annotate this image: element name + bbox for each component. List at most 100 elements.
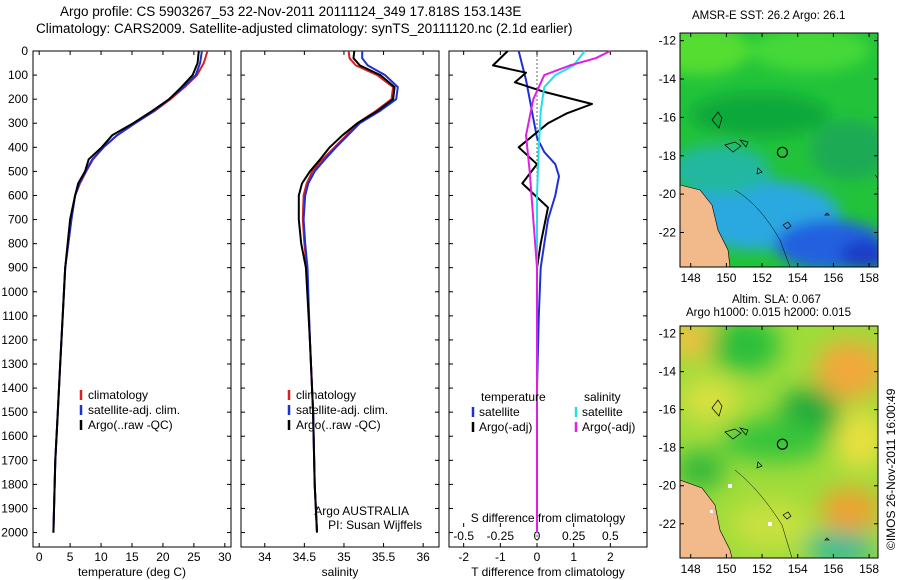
legend-label: Argo(-adj) <box>479 420 532 434</box>
x-tick-label: 1 <box>570 550 577 564</box>
x-tick-label: 2 <box>607 550 614 564</box>
legend-label: satellite-adj. clim. <box>296 403 388 417</box>
legend-label: satellite <box>582 405 623 419</box>
legend-label: climatology <box>88 388 148 402</box>
x-axis-label: temperature (deg C) <box>78 565 186 579</box>
sla-white-marker <box>768 522 772 526</box>
salinity-axes-frame <box>240 50 440 548</box>
x-axis-label: T difference from climatology <box>471 565 625 579</box>
y-tick-label: 600 <box>8 188 28 202</box>
x-tick-label: -2 <box>458 550 469 564</box>
map-x-tick-label: 154 <box>788 271 808 285</box>
sla-reefs <box>711 399 830 541</box>
x-tick-label: 34.5 <box>293 550 317 564</box>
y-tick-label: 1600 <box>1 429 28 443</box>
sst-argo-position-marker <box>776 146 789 158</box>
map-x-tick-label: 148 <box>681 562 701 576</box>
x-tick-label: 10 <box>94 550 108 564</box>
map-y-tick-label: -14 <box>659 365 677 379</box>
series-line-s-argo-adj- <box>525 50 611 533</box>
map-x-tick-label: 150 <box>716 271 736 285</box>
s-tick-label: 0.25 <box>562 529 586 543</box>
x-tick-label: 0 <box>36 550 43 564</box>
y-tick-label: 1400 <box>1 381 28 395</box>
y-tick-label: 900 <box>8 261 28 275</box>
series-line-t-satellite <box>517 50 560 533</box>
x-tick-label: 0 <box>534 550 541 564</box>
map-y-tick-label: -14 <box>659 72 677 86</box>
map-y-tick-label: -20 <box>659 187 677 201</box>
difference-axes-frame <box>448 50 648 548</box>
sst-reefs <box>711 111 830 230</box>
x-tick-label: 34 <box>258 550 272 564</box>
y-tick-label: 1500 <box>1 405 28 419</box>
legend-label: Argo(..raw -QC) <box>296 418 381 432</box>
x-tick-label: 25 <box>187 550 201 564</box>
legend-label: climatology <box>296 388 356 402</box>
series-line-argo-raw-qc- <box>297 50 396 533</box>
sst-map: 148 150 152 154 156 158 -12 -14 -16 -18 -20 -22 <box>659 32 879 285</box>
s-tick-label: 0 <box>534 529 541 543</box>
sla-bathymetry-line <box>734 469 793 558</box>
map-y-tick-label: -22 <box>659 517 677 531</box>
sla-map-title-line2: Argo h1000: 0.015 h2000: 0.015 <box>686 307 851 319</box>
profile-annotation: Argo AUSTRALIA <box>314 504 409 518</box>
y-tick-label: 1000 <box>1 285 28 299</box>
map-y-tick-label: -20 <box>659 479 677 493</box>
sst-map-title: AMSR-E SST: 26.2 Argo: 26.1 <box>692 10 846 22</box>
y-tick-label: 2000 <box>1 526 28 540</box>
legend-title-salinity: salinity <box>584 390 621 404</box>
sla-field <box>680 326 878 558</box>
map-y-tick-label: -16 <box>659 110 677 124</box>
x-tick-label: 30 <box>218 550 232 564</box>
y-tick-label: 1900 <box>1 501 28 515</box>
map-x-tick-label: 158 <box>859 271 879 285</box>
y-tick-label: 1700 <box>1 453 28 467</box>
map-x-tick-label: 156 <box>823 562 843 576</box>
map-y-tick-label: -18 <box>659 441 677 455</box>
y-tick-label: 100 <box>8 68 28 82</box>
y-tick-label: 800 <box>8 237 28 251</box>
s-tick-label: -0.25 <box>487 529 515 543</box>
map-x-tick-label: 152 <box>752 271 772 285</box>
y-tick-label: 700 <box>8 213 28 227</box>
x-axis-label: salinity <box>322 565 359 579</box>
sla-map-title-line1: Altim. SLA: 0.067 <box>732 294 821 306</box>
y-tick-label: 500 <box>8 164 28 178</box>
salinity-profile-panel: 34 34.5 35 35.5 36 salinity climatologysatelli… <box>240 50 440 579</box>
sla-white-marker <box>710 510 713 513</box>
map-x-tick-label: 154 <box>788 562 808 576</box>
map-x-tick-label: 150 <box>716 562 736 576</box>
legend-title-temperature: temperature <box>481 390 546 404</box>
y-tick-label: 0 <box>21 44 28 58</box>
y-tick-label: 1300 <box>1 357 28 371</box>
y-tick-label: 1800 <box>1 477 28 491</box>
sst-coastline-land <box>680 184 731 267</box>
y-tick-label: 1200 <box>1 333 28 347</box>
y-tick-label: 1100 <box>2 309 28 323</box>
x-tick-label: 36 <box>416 550 430 564</box>
legend-label: satellite-adj. clim. <box>88 403 180 417</box>
sla-argo-position-marker <box>776 438 789 450</box>
map-y-tick-label: -16 <box>659 403 677 417</box>
legend-label: satellite <box>479 405 520 419</box>
sst-field <box>680 33 878 267</box>
map-x-tick-label: 158 <box>859 562 879 576</box>
legend-label: Argo(-adj) <box>582 420 635 434</box>
x-tick-label: 5 <box>67 550 74 564</box>
x-tick-label: -1 <box>495 550 506 564</box>
sla-coastline-land <box>680 479 733 558</box>
difference-profile-panel: -2 -1 0 1 2T difference from climatology -0.5… <box>448 50 648 579</box>
legend-label: Argo(..raw -QC) <box>88 418 173 432</box>
sla-white-marker <box>728 484 732 488</box>
map-y-tick-label: -12 <box>659 34 677 48</box>
map-x-tick-label: 148 <box>681 271 701 285</box>
x-tick-label: 20 <box>156 550 170 564</box>
s-tick-label: -0.5 <box>453 529 474 543</box>
map-x-tick-label: 156 <box>823 271 843 285</box>
sla-map-frame <box>679 325 879 559</box>
figure-title-line1: Argo profile: CS 5903267_53 22-Nov-2011 … <box>60 4 522 19</box>
series-line-argo-raw-qc- <box>52 50 200 533</box>
figure-title-line2: Climatology: CARS2009. Satellite-adjuste… <box>36 21 573 36</box>
